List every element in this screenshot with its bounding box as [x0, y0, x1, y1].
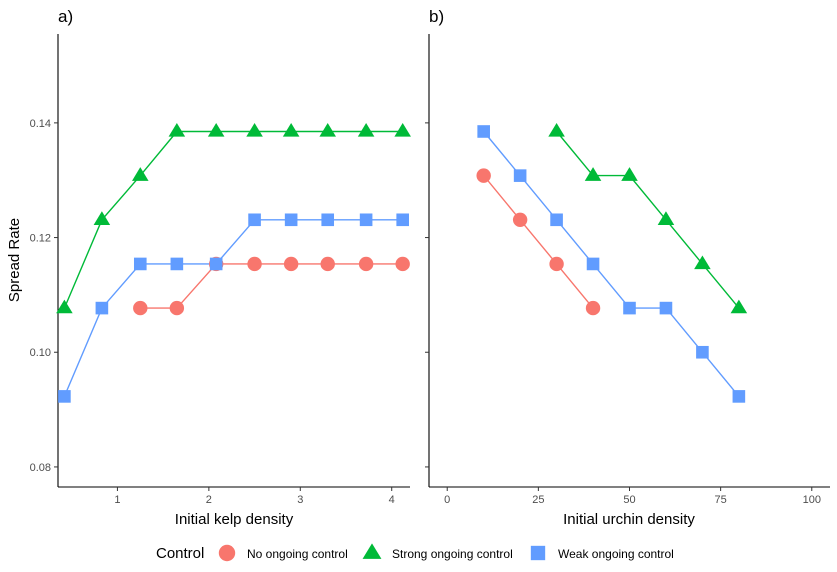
panel-a-x-tick-label: 3 — [297, 494, 303, 506]
panel-a-point-strong — [207, 122, 225, 137]
panel-a-ticks: 1 2 3 4 0.08 0.10 0.12 0.14 — [30, 118, 395, 506]
panel-a-y-tick-label: 0.12 — [30, 233, 51, 245]
legend-title: Control — [156, 545, 204, 562]
legend-key-none — [218, 544, 236, 562]
panel-a-point-strong — [93, 211, 111, 225]
panel-b-point-strong — [548, 122, 565, 137]
panel-a-line-weak — [63, 219, 403, 397]
panel-b-x-tick-label: 0 — [444, 494, 450, 506]
panel-a-point-weak — [170, 257, 184, 271]
panel-a-point-strong — [394, 122, 411, 137]
panel-a-point-strong — [246, 122, 263, 137]
panel-b-point-strong — [657, 211, 675, 225]
panel-b-point-weak — [623, 301, 636, 315]
panel-a-x-axis-title: Initial kelp density — [175, 511, 294, 528]
panel-b-point-none — [512, 212, 528, 227]
panel-a-point-weak — [133, 257, 147, 271]
panel-a-point-strong — [132, 167, 149, 181]
panel-b-urchin-density: b) 0 25 50 75 100 Initial urchin density — [425, 7, 830, 528]
panel-a-x-tick-label: 4 — [389, 494, 395, 506]
panel-a-point-none — [247, 256, 262, 272]
panel-a-point-weak — [95, 301, 109, 315]
panel-a-point-none — [283, 256, 299, 272]
panel-b-x-tick-label: 100 — [803, 494, 821, 506]
legend-items: No ongoing control Strong ongoing control… — [218, 543, 674, 562]
panel-a-point-strong — [56, 299, 73, 314]
panel-a-point-strong — [282, 122, 300, 137]
panel-b-point-weak — [477, 125, 490, 138]
panel-b-point-none — [476, 168, 491, 183]
panel-b-point-none — [585, 300, 601, 316]
legend-label-weak: Weak ongoing control — [558, 547, 674, 561]
panel-b-x-tick-label: 75 — [715, 494, 727, 506]
panel-b-x-tick-label: 25 — [532, 494, 544, 506]
panel-a-x-tick-label: 2 — [206, 494, 212, 506]
panel-a-y-tick-label: 0.14 — [30, 118, 51, 130]
panel-a-point-none — [395, 256, 410, 272]
panel-b-line-none — [483, 175, 594, 309]
panel-b-point-weak — [513, 169, 527, 182]
panel-a-point-none — [133, 300, 148, 316]
panel-b-point-strong — [584, 167, 602, 181]
legend-item-weak: Weak ongoing control — [530, 545, 674, 561]
legend-key-weak — [530, 545, 546, 561]
legend-item-none: No ongoing control — [218, 544, 348, 562]
panel-b-point-strong — [694, 255, 711, 270]
panel-b-ticks: 0 25 50 75 100 — [425, 122, 821, 506]
panel-a-point-weak — [284, 213, 298, 227]
panel-b-point-strong — [730, 299, 748, 314]
legend-item-strong: Strong ongoing control — [362, 543, 513, 561]
panel-a-point-weak — [209, 257, 223, 271]
panel-a-point-weak — [396, 213, 409, 227]
panel-b-points — [476, 122, 748, 403]
panel-a-point-weak — [58, 390, 71, 403]
legend-label-none: No ongoing control — [247, 547, 348, 561]
panel-a-kelp-density: a) 1 2 3 4 0.08 0.10 0.12 0.14 Initial kelp den… — [6, 7, 411, 528]
legend-label-strong: Strong ongoing control — [392, 547, 513, 561]
panel-a-point-strong — [319, 122, 336, 137]
panel-a-label: a) — [58, 7, 73, 26]
panel-a-point-strong — [168, 122, 186, 137]
panel-b-point-none — [549, 256, 564, 272]
panel-a-point-weak — [248, 213, 261, 227]
panel-a-y-tick-label: 0.08 — [30, 462, 51, 474]
panel-b-point-weak — [696, 345, 709, 359]
panel-a-point-none — [320, 256, 335, 272]
legend: Control No ongoing control Strong ongoing… — [156, 543, 674, 562]
panel-b-point-weak — [550, 213, 563, 227]
panel-b-series-lines — [483, 131, 740, 397]
panel-a-line-strong — [63, 130, 403, 309]
panel-a-point-weak — [359, 213, 373, 227]
panel-a-y-tick-label: 0.10 — [30, 347, 51, 359]
panel-b-point-weak — [586, 257, 600, 271]
panel-b-line-strong — [556, 131, 740, 309]
panel-a-point-none — [358, 256, 374, 272]
panel-b-label: b) — [429, 7, 444, 26]
panel-b-point-weak — [659, 301, 673, 315]
panel-a-point-strong — [357, 122, 375, 137]
panel-a-point-weak — [321, 213, 335, 227]
panel-b-line-weak — [483, 131, 740, 397]
y-axis-title: Spread Rate — [6, 218, 23, 302]
panel-a-points — [56, 122, 411, 403]
panel-a-point-none — [169, 300, 185, 316]
legend-key-strong — [362, 543, 382, 559]
panel-a-series-lines — [63, 130, 403, 397]
panel-b-x-tick-label: 50 — [623, 494, 635, 506]
panel-b-point-strong — [621, 167, 638, 181]
panel-a-x-tick-label: 1 — [114, 494, 120, 506]
panel-b-point-weak — [732, 390, 746, 403]
panel-b-x-axis-title: Initial urchin density — [563, 511, 695, 528]
